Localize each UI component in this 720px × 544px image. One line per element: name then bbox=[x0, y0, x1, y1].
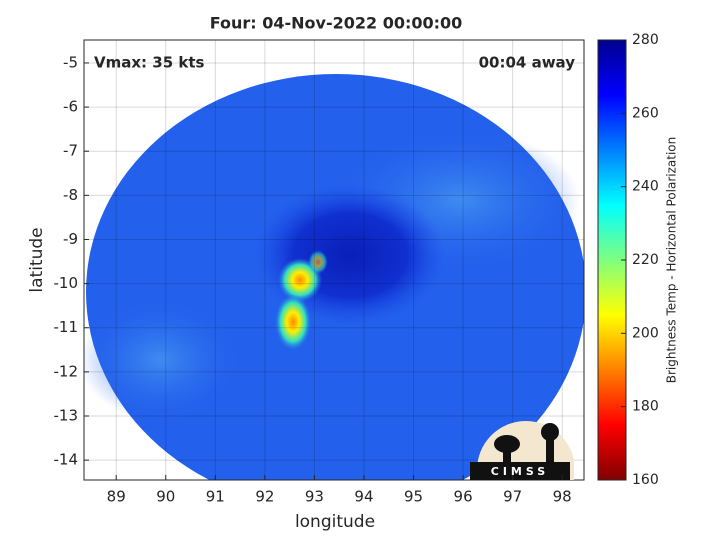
axes-box bbox=[83, 39, 585, 481]
y-tick-label: -9 bbox=[63, 230, 78, 248]
title: Four: 04-Nov-2022 00:00:00 bbox=[210, 14, 463, 33]
satellite-image bbox=[84, 74, 584, 480]
convection bbox=[308, 250, 328, 274]
y-tick-label: -14 bbox=[54, 451, 79, 469]
x-tick-label: 95 bbox=[404, 488, 423, 506]
vmax: Vmax: 35 kts bbox=[94, 54, 204, 72]
x-tick-label: 91 bbox=[206, 488, 225, 506]
colorbar-tick-label: 240 bbox=[632, 179, 659, 195]
y-axis-label: latitude bbox=[27, 227, 47, 292]
colorbar-label: Brightness Temp - Horizontal Polarizatio… bbox=[665, 137, 679, 384]
y-tick-label: -11 bbox=[54, 318, 79, 336]
colorbar-tick-label: 180 bbox=[632, 399, 659, 415]
y-tick-label: -12 bbox=[54, 362, 79, 380]
colorbar-tick-label: 200 bbox=[632, 325, 659, 341]
x-tick-label: 90 bbox=[156, 488, 175, 506]
x-tick-label: 89 bbox=[107, 488, 126, 506]
y-tick-label: -10 bbox=[54, 274, 79, 292]
x-tick-label: 93 bbox=[305, 488, 324, 506]
colorbar-tick-label: 260 bbox=[632, 105, 659, 121]
colorbar-tick-label: 280 bbox=[632, 32, 659, 48]
time-away: 00:04 away bbox=[479, 54, 576, 72]
logo-text: CIMSS bbox=[491, 465, 549, 478]
x-tick-label: 96 bbox=[454, 488, 473, 506]
x-tick-label: 98 bbox=[553, 488, 572, 506]
y-tick-label: -7 bbox=[63, 142, 78, 160]
x-tick-label: 94 bbox=[354, 488, 373, 506]
x-tick-label: 97 bbox=[503, 488, 522, 506]
y-tick-label: -5 bbox=[63, 53, 78, 71]
x-tick-label: 92 bbox=[255, 488, 274, 506]
colorbar-tick-label: 220 bbox=[632, 252, 659, 268]
convection bbox=[275, 294, 311, 350]
y-tick-label: -6 bbox=[63, 98, 78, 116]
y-tick-label: -13 bbox=[54, 407, 79, 425]
x-axis-label: longitude bbox=[295, 512, 375, 532]
grid bbox=[84, 40, 584, 480]
colorbar-tick-label: 160 bbox=[632, 472, 659, 488]
y-tick-label: -8 bbox=[63, 186, 78, 204]
logo: CIMSS bbox=[470, 420, 574, 480]
cloud-band bbox=[84, 300, 240, 420]
